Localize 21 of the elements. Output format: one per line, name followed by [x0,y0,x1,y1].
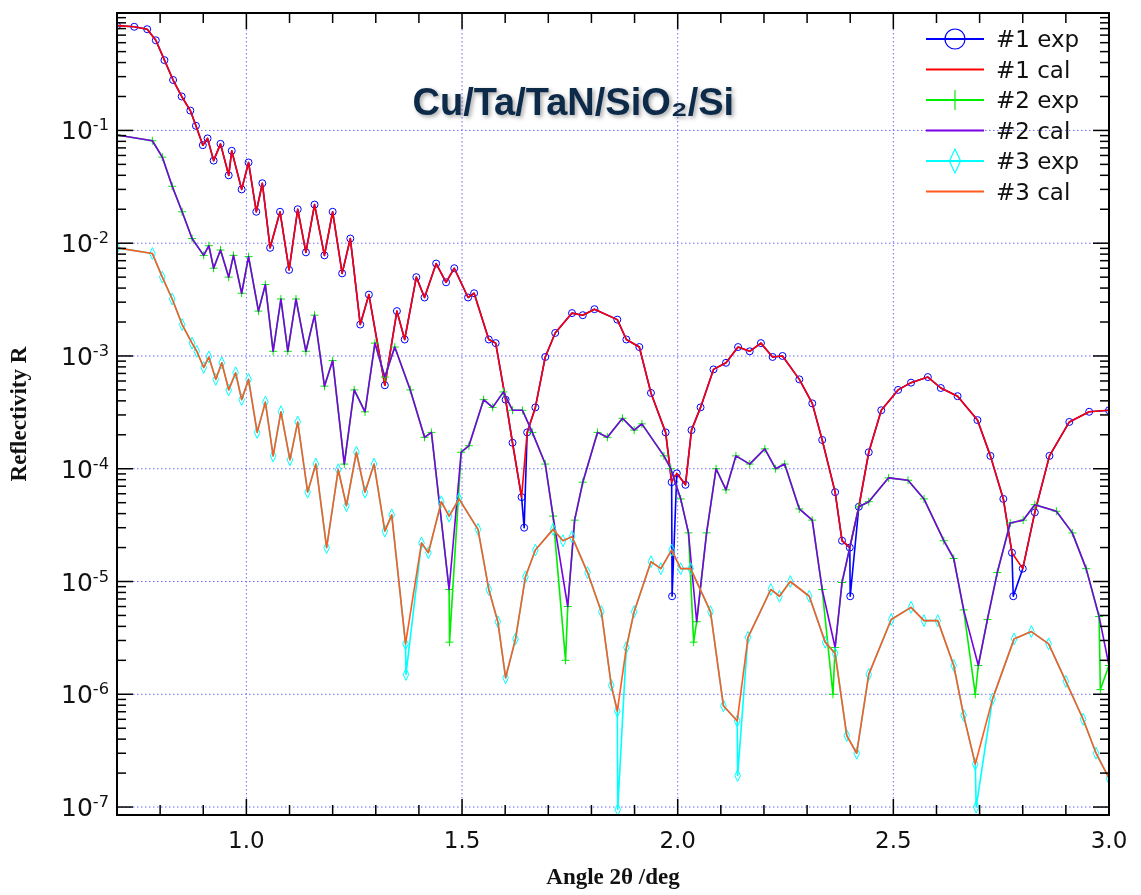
y-tick-label: 10$^{-4}$ [60,453,109,484]
legend-label: #3 cal [996,178,1071,205]
legend-label: #3 exp [996,148,1080,174]
y-tick-label: 10$^{-3}$ [60,340,109,371]
y-axis-title: Reflectivity R [6,346,31,482]
y-tick-label: 10$^{-1}$ [60,114,109,146]
legend-label: #2 cal [996,117,1071,144]
y-tick-label: 10$^{-2}$ [60,227,109,259]
legend-label: #1 exp [996,26,1080,52]
x-axis-title: Angle 2θ /deg [546,864,681,889]
x-tick-label: 1.0 [228,827,265,853]
y-tick-label: 10$^{-5}$ [60,566,109,597]
y-tick-label: 10$^{-6}$ [60,678,109,710]
text: Cu/Ta/TaN/SiO₂/Si [412,81,735,123]
y-tick-label: 10$^{-7}$ [60,791,109,823]
legend-label: #2 exp [996,87,1080,113]
legend-label: #1 cal [996,56,1071,83]
x-tick-label: 1.5 [443,827,481,853]
x-tick-label: 2.5 [875,827,912,853]
x-tick-label: 3.0 [1090,827,1128,853]
x-tick-label: 2.0 [659,827,696,853]
